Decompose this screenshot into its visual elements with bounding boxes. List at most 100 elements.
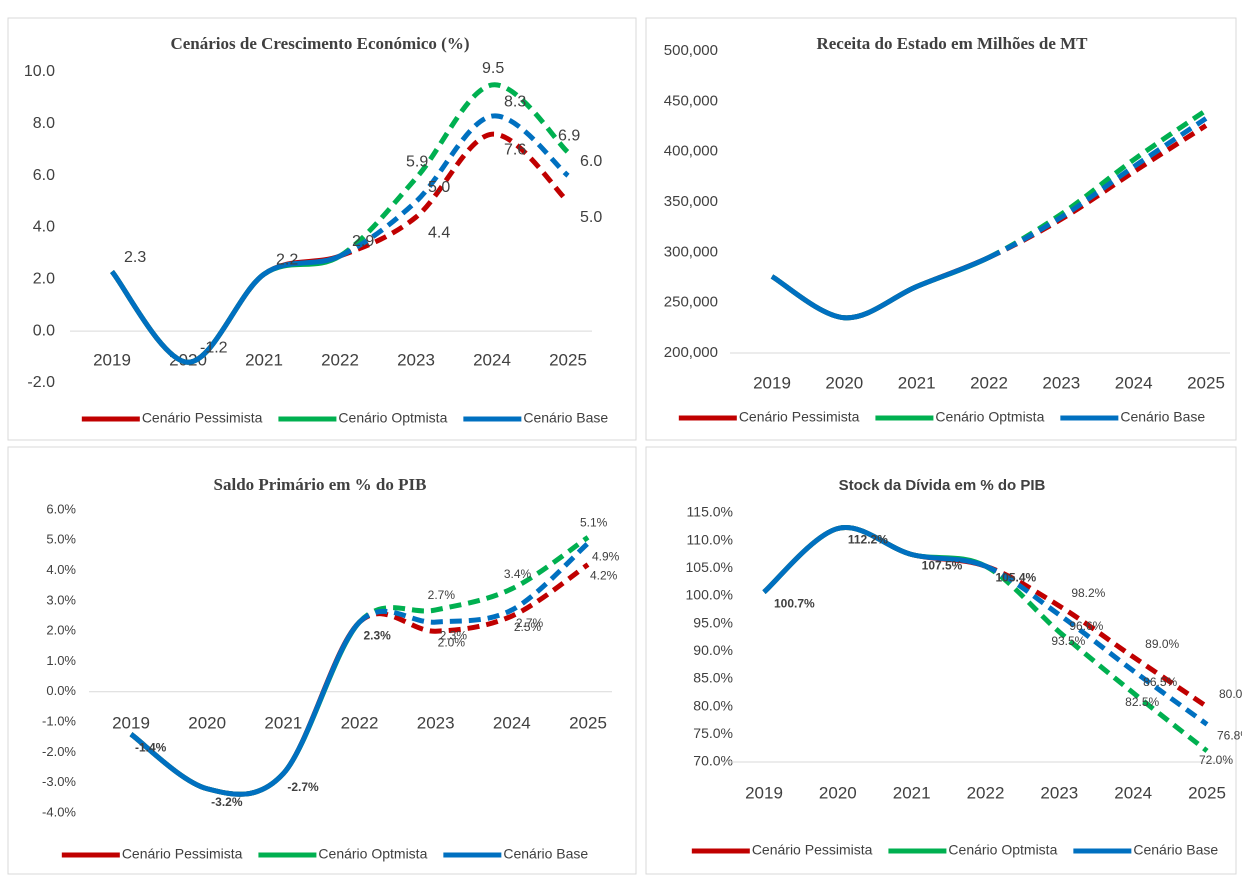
data-label: 5.0	[580, 209, 602, 226]
line	[129, 541, 590, 797]
legend-label: Cenário Base	[1120, 409, 1205, 425]
y-tick-label: 2.0%	[46, 623, 76, 638]
data-label: 80.0%	[1219, 687, 1242, 701]
y-tick-label: 95.0%	[693, 614, 733, 630]
y-tick-label: 90.0%	[693, 642, 733, 658]
y-tick-label: 6.0	[33, 167, 55, 184]
data-label: 3.4%	[504, 567, 532, 581]
data-label: 2.9	[352, 233, 374, 250]
y-tick-label: 75.0%	[693, 725, 733, 741]
chart-title: Saldo Primário em % do PIB	[214, 475, 427, 494]
y-tick-label: -3.0%	[42, 774, 76, 789]
x-tick-label: 2022	[970, 373, 1008, 392]
data-label: -2.7%	[287, 780, 319, 794]
x-tick-label: 2021	[264, 713, 302, 732]
x-tick-label: 2024	[1114, 783, 1152, 802]
data-label: -3.2%	[211, 795, 243, 809]
y-tick-label: 0.0%	[46, 683, 76, 698]
x-tick-label: 2025	[569, 713, 607, 732]
y-tick-label: -1.0%	[42, 714, 76, 729]
y-tick-label: 4.0	[33, 219, 55, 236]
y-tick-label: 250,000	[664, 294, 718, 311]
chart-title: Cenários de Crescimento Económico (%)	[170, 34, 469, 53]
legend-label: Cenário Pessimista	[752, 842, 873, 858]
chart-title: Stock da Dívida em % do PIB	[839, 477, 1046, 494]
x-tick-label: 2019	[745, 783, 783, 802]
y-tick-label: 100.0%	[686, 587, 733, 603]
x-tick-label: 2022	[341, 713, 379, 732]
data-label: 7.6	[504, 141, 526, 158]
x-tick-label: 2020	[188, 713, 226, 732]
panel	[645, 446, 1237, 875]
y-tick-label: 500,000	[664, 42, 718, 59]
data-label: 2.7%	[516, 616, 544, 630]
x-tick-label: 2023	[397, 351, 435, 370]
legend: Cenário Pessimista Cenário Optmista Cenári…	[61, 846, 588, 862]
data-label: 2.5%	[514, 620, 542, 634]
y-tick-label: 115.0%	[687, 504, 733, 520]
data-label: 93.5%	[1051, 634, 1085, 648]
data-label: 4.2%	[590, 569, 618, 583]
data-label: 96.6%	[1069, 619, 1103, 633]
series-lines	[770, 108, 1208, 321]
legend: Cenário Pessimista Cenário Optmista Cenári…	[678, 409, 1205, 425]
legend-label: Cenário Base	[523, 410, 608, 426]
data-label: 9.5	[482, 60, 504, 77]
data-label: 112.2%	[848, 533, 888, 547]
y-tick-label: 400,000	[664, 143, 718, 160]
x-tick-label: 2022	[967, 783, 1005, 802]
y-tick-label: 110.0%	[687, 531, 733, 547]
legend-label: Cenário Optmista	[318, 846, 427, 862]
line	[110, 113, 570, 365]
series-lines	[762, 525, 1209, 753]
y-tick-label: 70.0%	[693, 753, 733, 769]
legend-label: Cenário Pessimista	[142, 410, 263, 426]
y-tick-label: 350,000	[664, 193, 718, 210]
x-tick-label: 2022	[321, 351, 359, 370]
y-tick-label: 3.0%	[46, 592, 76, 607]
y-tick-label: 2.0	[33, 271, 55, 288]
y-tick-label: 300,000	[664, 243, 718, 260]
y-tick-label: 1.0%	[46, 653, 76, 668]
data-label: 2.3%	[440, 628, 468, 642]
x-tick-label: 2024	[1115, 373, 1153, 392]
data-label: 100.7%	[774, 596, 815, 610]
x-tick-label: 2020	[819, 783, 857, 802]
y-tick-label: 450,000	[664, 92, 718, 109]
x-tick-label: 2021	[898, 373, 936, 392]
legend-label: Cenário Optmista	[935, 409, 1044, 425]
panel	[7, 17, 637, 441]
x-tick-label: 2023	[1040, 783, 1078, 802]
data-label: 98.2%	[1071, 586, 1105, 600]
legend-label: Cenário Pessimista	[739, 409, 860, 425]
data-label: 2.3%	[364, 628, 392, 642]
y-tick-label: -4.0%	[42, 804, 76, 819]
y-tick-label: 0.0	[33, 322, 55, 339]
x-tick-label: 2024	[473, 351, 511, 370]
data-label: -1.4%	[135, 740, 167, 754]
data-label: 5.1%	[580, 515, 608, 529]
legend-label: Cenário Base	[1133, 842, 1218, 858]
data-label: 4.4	[428, 224, 450, 241]
legend: Cenário Pessimista Cenário Optmista Cenári…	[81, 410, 608, 426]
data-label: 6.9	[558, 128, 580, 145]
y-tick-label: 8.0	[33, 115, 55, 132]
x-tick-label: 2021	[893, 783, 931, 802]
data-label: 82.5%	[1125, 695, 1159, 709]
data-label: 105.4%	[996, 570, 1037, 584]
data-label: -1.2	[200, 339, 228, 356]
y-tick-label: 10.0	[24, 63, 55, 80]
data-label: 86.5%	[1143, 675, 1177, 689]
data-label: 72.0%	[1199, 753, 1233, 767]
y-tick-label: -2.0	[27, 374, 55, 391]
x-tick-label: 2019	[112, 713, 150, 732]
x-tick-label: 2019	[753, 373, 791, 392]
data-label: 2.0%	[438, 635, 466, 649]
y-tick-label: 5.0%	[46, 532, 76, 547]
series-lines	[129, 535, 590, 797]
data-label: 2.7%	[428, 588, 456, 602]
y-tick-label: 85.0%	[693, 670, 733, 686]
x-tick-label: 2025	[549, 351, 587, 370]
y-tick-label: 6.0%	[46, 501, 76, 516]
